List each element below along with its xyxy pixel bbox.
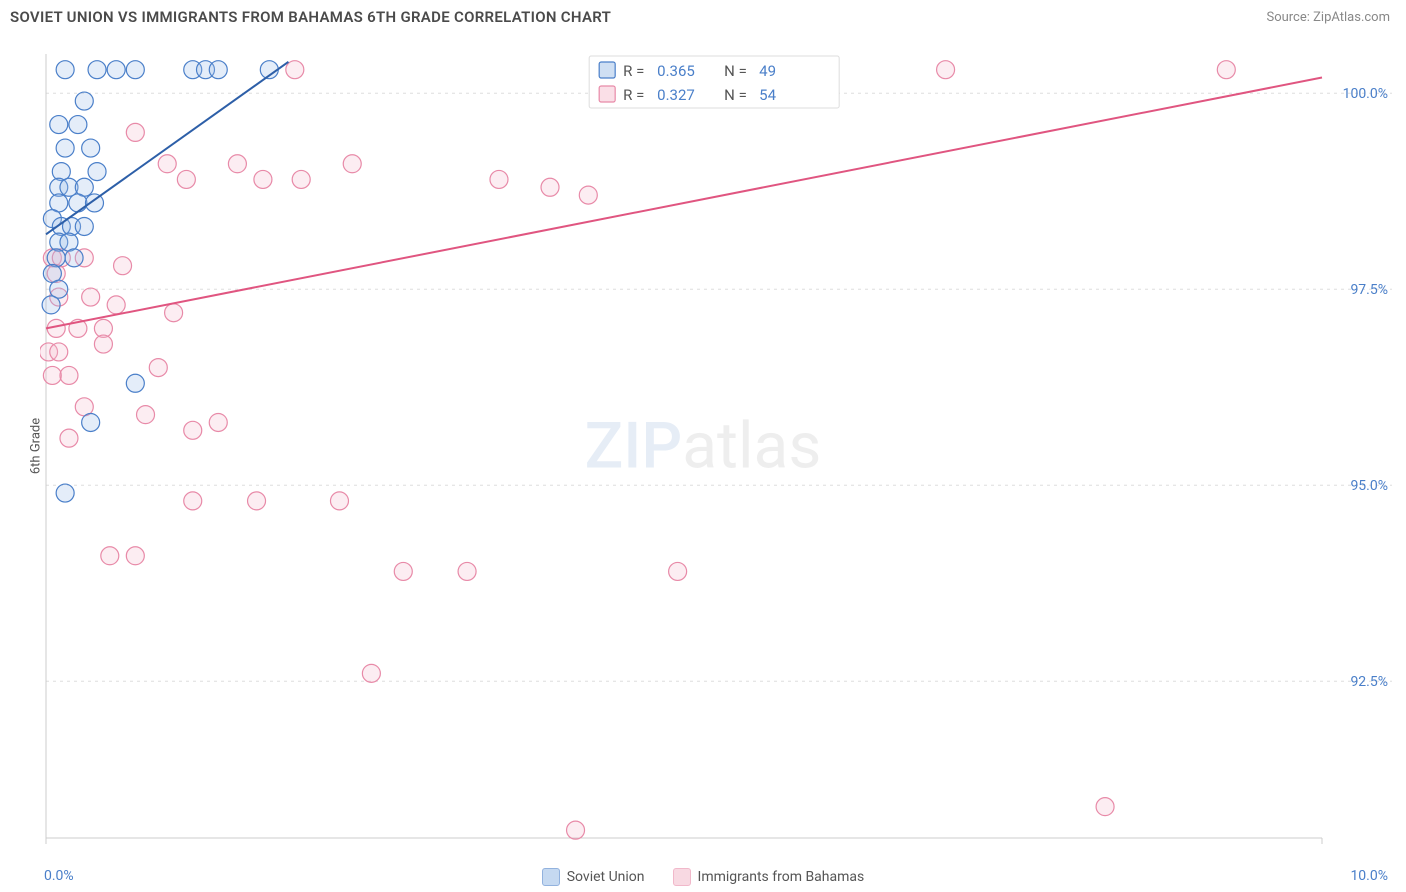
- series2-point: [184, 421, 202, 439]
- series1-point: [107, 61, 125, 79]
- series1-point: [56, 484, 74, 502]
- series2-point: [184, 492, 202, 510]
- source-label: Source: ZipAtlas.com: [1266, 10, 1390, 25]
- series2-point: [343, 155, 361, 173]
- stats-n-label-2: N =: [724, 86, 747, 104]
- series1-point: [56, 139, 74, 157]
- series1-point: [209, 61, 227, 79]
- series2-point: [1096, 798, 1114, 816]
- stats-r-value-1: 0.365: [657, 62, 695, 80]
- series1-point: [88, 163, 106, 181]
- y-tick-label: 100.0%: [1343, 86, 1388, 102]
- series2-point: [567, 821, 585, 839]
- series2-point: [165, 304, 183, 322]
- series2-point: [248, 492, 266, 510]
- stats-r-value-2: 0.327: [657, 86, 695, 104]
- legend-label-series1: Soviet Union: [567, 869, 645, 885]
- series1-point: [47, 249, 65, 267]
- series1-point: [75, 217, 93, 235]
- series2-point: [228, 155, 246, 173]
- title-bar: SOVIET UNION VS IMMIGRANTS FROM BAHAMAS …: [0, 0, 1406, 34]
- series2-point: [490, 170, 508, 188]
- series2-point: [149, 359, 167, 377]
- series1-point: [85, 194, 103, 212]
- series2-point: [669, 562, 687, 580]
- series2-point: [107, 296, 125, 314]
- scatter-plot: 92.5%95.0%97.5%100.0%R = 0.365N = 49R = …: [40, 48, 1396, 852]
- y-tick-label: 92.5%: [1350, 674, 1388, 690]
- stats-n-value-1: 49: [759, 62, 776, 80]
- stats-swatch-series1-icon: [599, 62, 615, 78]
- stats-n-value-2: 54: [759, 86, 776, 104]
- series1-point: [69, 194, 87, 212]
- stats-n-label-1: N =: [724, 62, 747, 80]
- series1-point: [126, 374, 144, 392]
- series2-point: [541, 178, 559, 196]
- series1-point: [126, 61, 144, 79]
- series2-point: [50, 343, 68, 361]
- series2-point: [94, 335, 112, 353]
- series2-point: [60, 366, 78, 384]
- chart-title: SOVIET UNION VS IMMIGRANTS FROM BAHAMAS …: [10, 8, 611, 26]
- series2-point: [43, 366, 61, 384]
- series1-point: [50, 116, 68, 134]
- series2-point: [579, 186, 597, 204]
- series2-point: [394, 562, 412, 580]
- series2-trendline: [46, 78, 1322, 329]
- bottom-legend: Soviet Union Immigrants from Bahamas: [0, 868, 1406, 886]
- series2-point: [60, 429, 78, 447]
- series2-point: [254, 170, 272, 188]
- legend-item-series1: Soviet Union: [542, 868, 645, 886]
- chart-container: 92.5%95.0%97.5%100.0%R = 0.365N = 49R = …: [40, 48, 1396, 852]
- series2-point: [937, 61, 955, 79]
- series1-point: [42, 296, 60, 314]
- stats-r-label-2: R =: [623, 86, 644, 104]
- stats-r-label-1: R =: [623, 62, 644, 80]
- series1-point: [82, 413, 100, 431]
- series2-point: [292, 170, 310, 188]
- series1-point: [75, 92, 93, 110]
- series2-point: [458, 562, 476, 580]
- series2-point: [1217, 61, 1235, 79]
- series2-point: [362, 664, 380, 682]
- series2-point: [286, 61, 304, 79]
- series2-point: [101, 547, 119, 565]
- series1-point: [82, 139, 100, 157]
- series2-point: [330, 492, 348, 510]
- legend-label-series2: Immigrants from Bahamas: [698, 869, 865, 885]
- series1-point: [65, 249, 83, 267]
- y-tick-label: 97.5%: [1350, 282, 1388, 298]
- series2-point: [126, 123, 144, 141]
- series2-point: [209, 413, 227, 431]
- series2-point: [114, 257, 132, 275]
- y-tick-label: 95.0%: [1350, 478, 1388, 494]
- series1-point: [56, 61, 74, 79]
- series2-point: [137, 406, 155, 424]
- legend-item-series2: Immigrants from Bahamas: [673, 868, 865, 886]
- legend-swatch-series1-icon: [542, 868, 560, 886]
- stats-swatch-series2-icon: [599, 86, 615, 102]
- series1-point: [88, 61, 106, 79]
- series1-point: [69, 116, 87, 134]
- series2-point: [126, 547, 144, 565]
- series2-point: [82, 288, 100, 306]
- series2-point: [158, 155, 176, 173]
- series2-point: [177, 170, 195, 188]
- legend-swatch-series2-icon: [673, 868, 691, 886]
